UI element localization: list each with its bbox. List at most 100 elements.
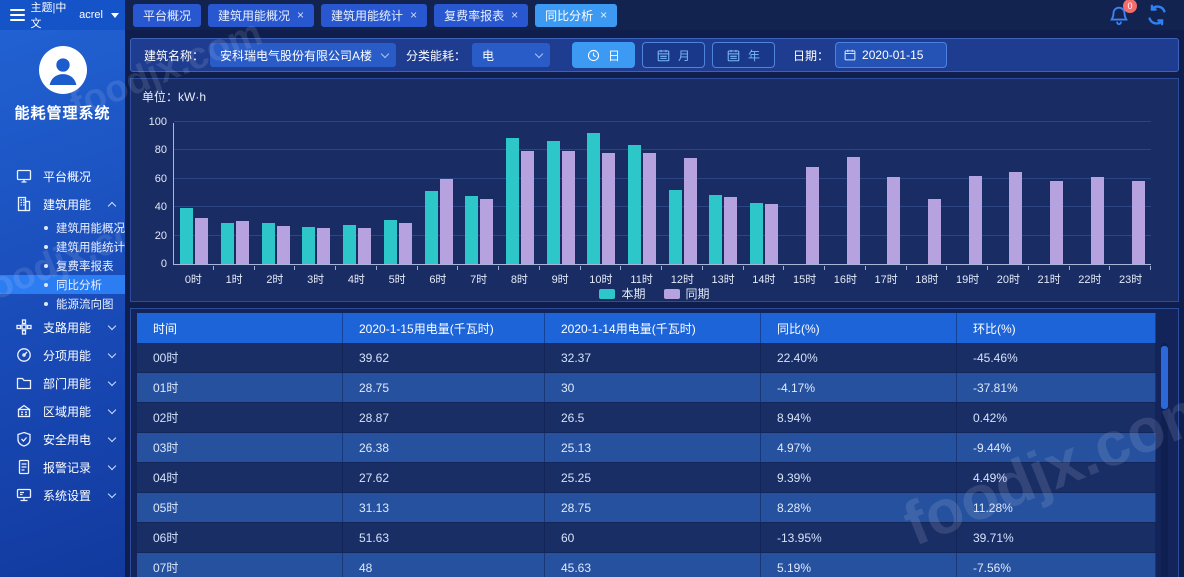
tab-close-icon[interactable]: ×: [410, 8, 418, 22]
x-axis-tick: [540, 266, 581, 270]
bar-本期: [668, 190, 682, 264]
sidebar-subitem-label: 复费率报表: [56, 260, 114, 273]
table-cell: 39.71%: [957, 523, 1156, 552]
sidebar-item[interactable]: 平台概况: [0, 162, 125, 190]
bar-chart: 0 20 40 60 80 100: [149, 116, 1151, 270]
table-cell: 25.13: [545, 433, 761, 462]
bar-group: [296, 123, 337, 264]
table-row: 07时 48 45.63 5.19% -7.56%: [137, 553, 1156, 577]
sidebar-item[interactable]: 区域用能: [0, 397, 125, 425]
table-cell: -13.95%: [761, 523, 957, 552]
period-button-年[interactable]: 年: [712, 42, 776, 68]
settings-icon: [16, 487, 32, 503]
bar-group: [622, 123, 663, 264]
sidebar-item[interactable]: 建筑用能: [0, 190, 125, 218]
sidebar-subitem-label: 建筑用能概况: [56, 222, 125, 235]
building-select[interactable]: 安科瑞电气股份有限公司A楼: [210, 43, 397, 67]
tab-item[interactable]: 同比分析 ×: [535, 3, 618, 27]
x-axis-tick-label: 20时: [996, 274, 1020, 286]
theme-language-label[interactable]: 主题|中文: [30, 2, 67, 30]
energy-type-select[interactable]: 电: [472, 43, 551, 67]
bar-group: [744, 123, 785, 264]
table-cell: -45.46%: [957, 343, 1156, 372]
sidebar-item[interactable]: 分项用能: [0, 341, 125, 369]
notification-badge: 0: [1123, 0, 1137, 13]
sidebar-subitem-label: 建筑用能统计: [56, 241, 125, 254]
period-button-月[interactable]: 月: [642, 42, 706, 68]
bullet-icon: [44, 244, 48, 249]
sidebar: 能耗管理系统 平台概况 建筑用能 建筑用能概况 建筑用能统计 复费率报表 同比分析 能源流向…: [0, 30, 125, 577]
table-cell: -37.81%: [957, 373, 1156, 402]
tab-item[interactable]: 平台概况: [133, 3, 202, 27]
bar-同期: [1090, 177, 1104, 264]
bar-同期: [968, 175, 982, 264]
sidebar-item-label: 平台概况: [43, 169, 92, 184]
bar-group: [581, 123, 622, 264]
table-cell: 4.49%: [957, 463, 1156, 492]
x-axis-tick: [255, 266, 296, 270]
notification-bell-icon[interactable]: 0: [1108, 0, 1137, 26]
date-input[interactable]: 2020-01-15: [835, 42, 948, 68]
table-header-row: 时间 2020-1-15用电量(千瓦时) 2020-1-14用电量(千瓦时) 同比(%…: [137, 313, 1156, 343]
sidebar-item[interactable]: 安全用电: [0, 425, 125, 453]
hamburger-menu-icon[interactable]: [10, 9, 25, 21]
tab-item[interactable]: 建筑用能统计 ×: [321, 3, 428, 27]
period-button-日[interactable]: 日: [572, 42, 636, 68]
clock-icon: [587, 49, 600, 62]
sidebar-item[interactable]: 系统设置: [0, 481, 125, 509]
x-axis-tick: [907, 266, 948, 270]
sidebar-subitem[interactable]: 同比分析: [0, 275, 125, 294]
table-cell: 00时: [137, 343, 343, 372]
legend-item-同期[interactable]: 同期: [663, 285, 710, 302]
table-scrollbar-thumb[interactable]: [1161, 346, 1168, 409]
sidebar-item[interactable]: 支路用能: [0, 313, 125, 341]
tab-close-icon[interactable]: ×: [600, 8, 608, 22]
sidebar-subitem[interactable]: 能源流向图: [0, 294, 125, 313]
tab-close-icon[interactable]: ×: [297, 8, 305, 22]
sidebar-subitem[interactable]: 复费率报表: [0, 256, 125, 275]
refresh-icon[interactable]: [1146, 4, 1168, 26]
sidebar-item[interactable]: 报警记录: [0, 453, 125, 481]
legend-item-本期[interactable]: 本期: [599, 285, 646, 302]
tab-item[interactable]: 建筑用能概况 ×: [208, 3, 315, 27]
user-menu[interactable]: acrel: [79, 9, 103, 21]
x-axis-tick-label: 5时: [388, 274, 406, 286]
sidebar-subitem[interactable]: 建筑用能概况: [0, 218, 125, 237]
table-header-cell: 2020-1-15用电量(千瓦时): [343, 313, 545, 343]
sidebar-item-label: 建筑用能: [43, 197, 92, 212]
bar-本期: [465, 195, 479, 264]
x-axis-tick: [418, 266, 459, 270]
table-cell: 31.13: [343, 493, 545, 522]
energy-type-select-value: 电: [482, 48, 495, 63]
x-axis-tick-label: 2时: [266, 274, 284, 286]
sidebar-item[interactable]: 部门用能: [0, 369, 125, 397]
x-axis-tick-label: 12时: [670, 274, 694, 286]
region-icon: [16, 403, 32, 419]
tab-item[interactable]: 复费率报表 ×: [434, 3, 529, 27]
tab-label: 同比分析: [545, 8, 594, 23]
chevron-down-icon: [111, 12, 119, 18]
x-axis-tick-label: 9时: [551, 274, 569, 286]
chevron-down-icon: [107, 405, 117, 414]
x-axis-labels: 0时 1时 2时 3时 4时 5时 6时 7时 8时 9时 10时 11时 12时 13时 14时 15时 16…: [173, 271, 1151, 287]
bar-同期: [887, 176, 901, 264]
comparison-table: 时间 2020-1-15用电量(千瓦时) 2020-1-14用电量(千瓦时) 同比(%…: [137, 313, 1156, 577]
bar-group: [418, 123, 459, 264]
tab-label: 建筑用能概况: [218, 8, 291, 23]
table-row: 01时 28.75 30 -4.17% -37.81%: [137, 373, 1156, 403]
y-axis-tick-label: 60: [154, 172, 167, 185]
chevron-down-icon: [107, 461, 117, 470]
sidebar-subitem[interactable]: 建筑用能统计: [0, 237, 125, 256]
bar-group: [703, 123, 744, 264]
bar-group: [378, 123, 419, 264]
x-axis-tick: [988, 266, 1029, 270]
period-button-group: 日月年: [572, 42, 776, 68]
bullet-icon: [44, 263, 48, 268]
tab-close-icon[interactable]: ×: [511, 8, 519, 22]
table-header-cell: 同比(%): [761, 313, 957, 343]
bar-同期: [1131, 180, 1145, 264]
gridline: [174, 149, 1151, 151]
y-axis-tick-label: 0: [160, 258, 167, 270]
x-axis-tick: [703, 266, 744, 270]
table-cell: 26.5: [545, 403, 761, 432]
